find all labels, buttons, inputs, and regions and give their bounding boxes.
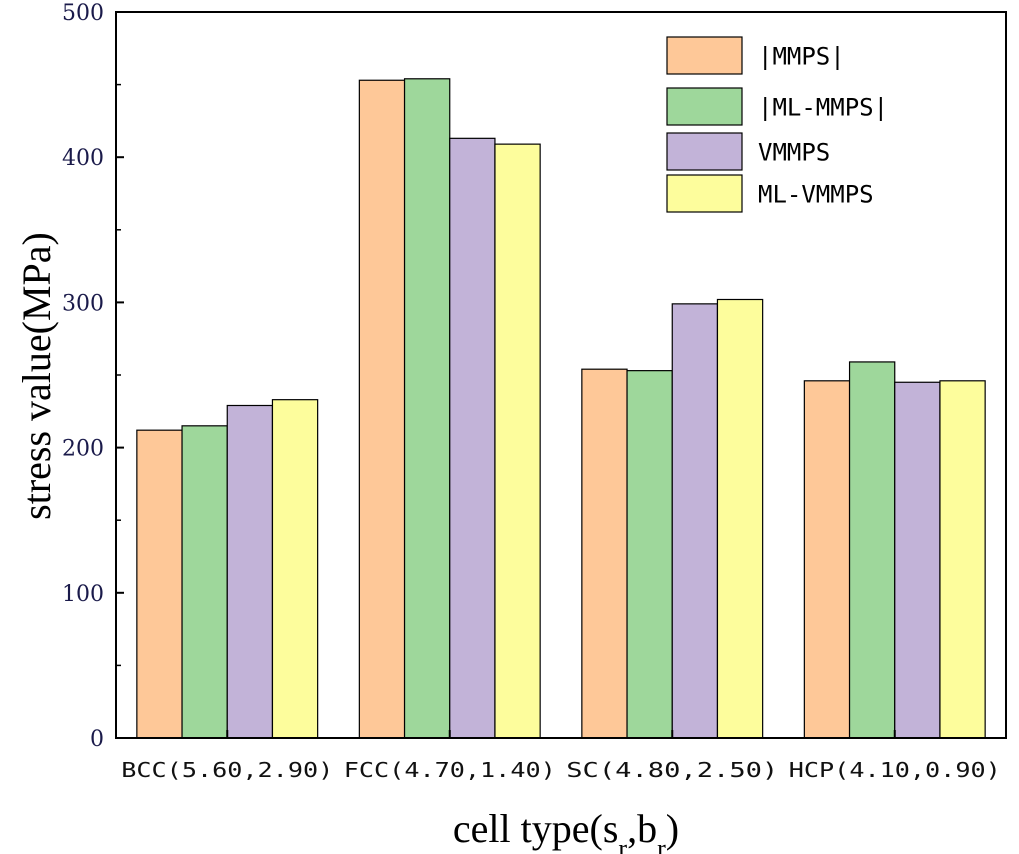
y-tick-label: 0 (90, 727, 104, 752)
legend-swatch-1 (666, 36, 743, 75)
bar-1-2 (358, 79, 406, 739)
x-axis-title-sub2: r (657, 834, 666, 854)
legend-label-1: |MMPS| (758, 43, 845, 71)
x-tick-label: BCC(5.60,2.90) (121, 758, 333, 782)
y-tick-label: 500 (62, 1, 104, 26)
y-tick-label: 200 (62, 437, 104, 462)
bar-4-2 (494, 143, 541, 739)
x-axis-labels: BCC(5.60,2.90) FCC(4.70,1.40) SC(4.80,2.50… (121, 730, 1001, 782)
x-axis-title: cell type(sr,br) (453, 806, 679, 854)
bar-1-3 (581, 368, 628, 739)
x-tick-label: FCC(4.70,1.40) (344, 758, 556, 782)
y-tick-label: 300 (62, 291, 104, 316)
y-tick-label: 100 (62, 582, 104, 607)
y-tick-label: 400 (62, 146, 104, 171)
bar-3-2 (449, 137, 496, 739)
x-axis-title-mid: ,b (627, 806, 657, 851)
bars-group (136, 78, 986, 739)
bar-3-4 (894, 381, 941, 739)
legend: |MMPS| |ML-MMPS| VMMPS ML-VMMPS (666, 36, 888, 213)
legend-label-2: |ML-MMPS| (758, 94, 888, 122)
bar-1-1 (136, 429, 183, 739)
bar-2-1 (181, 425, 228, 739)
x-axis-title-main: cell type(s (453, 806, 619, 851)
bar-4-3 (716, 298, 764, 739)
legend-label-3: VMMPS (758, 139, 830, 167)
legend-swatch-2 (666, 87, 743, 126)
bar-1-4 (803, 380, 851, 739)
legend-swatch-4 (666, 174, 743, 213)
bar-2-4 (848, 361, 896, 739)
y-axis-title: stress value(MPa) (14, 232, 59, 520)
x-tick-label: SC(4.80,2.50) (566, 758, 778, 782)
bar-4-1 (271, 399, 319, 739)
bar-2-3 (626, 370, 673, 739)
bar-4-4 (939, 380, 986, 739)
y-axis-ticks: 0 100 200 300 400 500 (62, 1, 124, 752)
x-axis-title-end: ) (666, 806, 679, 851)
bar-3-3 (671, 303, 719, 739)
x-axis-title-sub1: r (618, 834, 627, 854)
legend-label-4: ML-VMMPS (758, 181, 874, 209)
legend-swatch-3 (666, 132, 743, 171)
x-tick-label: HCP(4.10,0.90) (789, 758, 1001, 782)
bar-2-2 (403, 78, 451, 739)
bar-3-1 (226, 404, 274, 739)
